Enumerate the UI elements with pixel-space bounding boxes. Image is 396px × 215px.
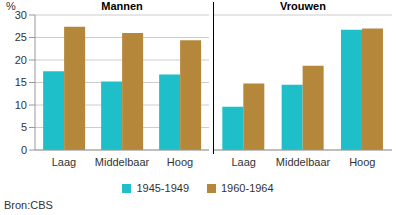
svg-text:30: 30 <box>15 9 27 21</box>
html-text:Mannen: Mannen <box>101 0 143 12</box>
html-text:Vrouwen: Vrouwen <box>280 0 326 12</box>
svg-text:Hoog: Hoog <box>349 156 375 168</box>
svg-text:25: 25 <box>15 31 27 43</box>
svg-text:15: 15 <box>15 76 27 88</box>
svg-text:Laag: Laag <box>231 156 255 168</box>
html-text:1945-1949: 1945-1949 <box>136 182 189 194</box>
svg-text:Hoog: Hoog <box>167 156 193 168</box>
svg-text:Middelbaar: Middelbaar <box>276 156 331 168</box>
svg-text:5: 5 <box>21 121 27 133</box>
html-text:1960-1964: 1960-1964 <box>221 182 274 194</box>
html-text:Bron:CBS: Bron:CBS <box>4 199 53 211</box>
svg-text:20: 20 <box>15 54 27 66</box>
svg-text:0: 0 <box>21 144 27 156</box>
svg-text:Laag: Laag <box>52 156 76 168</box>
svg-text:10: 10 <box>15 99 27 111</box>
svg-text:Middelbaar: Middelbaar <box>95 156 150 168</box>
